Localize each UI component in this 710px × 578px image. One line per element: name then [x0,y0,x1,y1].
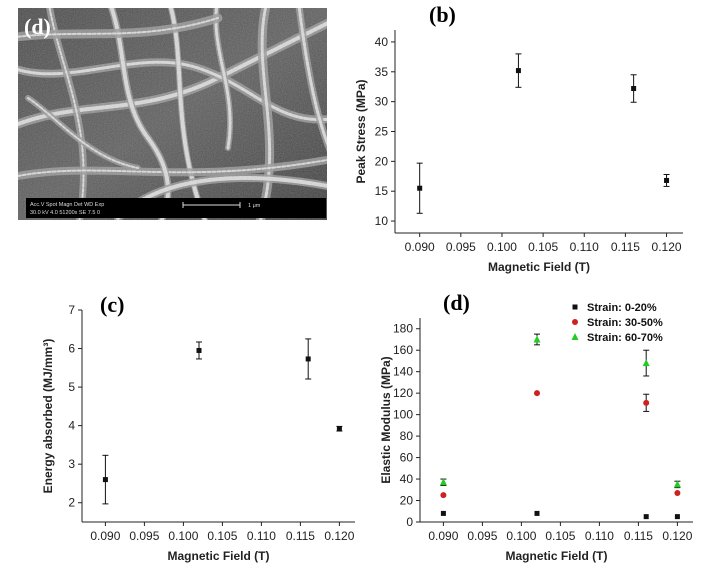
legend-marker [571,333,579,340]
y-tick-label: 5 [68,380,75,394]
data-point [439,478,447,486]
x-tick-label: 0.115 [286,529,315,543]
x-tick-label: 0.090 [405,240,435,254]
y-tick-label: 25 [375,125,389,139]
y-tick-label: 15 [375,184,389,198]
x-tick-label: 0.110 [247,529,276,543]
y-tick-label: 0 [406,515,413,529]
data-point [533,335,541,343]
sem-image: (d) Acc.V Spot Magn Det WD Exp 30.0 kV 4… [3,0,343,233]
y-axis-label: Elastic Modulus (MPa) [379,356,393,483]
sem-info-values: 30.0 kV 4.0 51200x SE 7.5 0 [30,210,100,216]
y-tick-label: 40 [400,472,414,486]
y-tick-label: 80 [400,429,414,443]
data-point [440,492,447,499]
elastic-modulus-chart: 0.090 0.095 0.100 0.105 0.110 0.115 0.120 0 20 40… [379,290,693,563]
data-point [643,399,650,406]
data-point [515,68,521,74]
series-0 [440,510,680,520]
y-tick-label: 20 [375,154,389,168]
x-axis-label: Magnetic Field (T) [488,260,590,274]
y-tick-label: 35 [375,65,389,79]
x-tick-label: 0.090 [428,529,458,543]
y-tick-label: 10 [375,214,389,228]
data-point [643,514,649,520]
x-tick-label: 0.100 [168,529,198,543]
y-tick-label: 30 [375,95,389,109]
x-tick-label: 0.105 [545,529,575,543]
data-point [305,356,311,362]
x-tick-label: 0.095 [446,240,476,254]
x-tick-label: 0.115 [611,240,640,254]
data-point [674,490,681,497]
x-tick-label: 0.115 [624,529,653,543]
y-tick-label: 3 [68,457,75,471]
x-tick-label: 0.095 [129,529,159,543]
y-axis-label: Peak Stress (MPa) [354,79,368,183]
peak-stress-chart: 0.090 0.095 0.100 0.105 0.110 0.115 0.120 10 15 2… [354,2,683,274]
sem-panel-label: (d) [24,14,51,39]
data-point [534,390,540,397]
y-tick-label: 120 [393,386,413,400]
energy-absorbed-chart: 0.090 0.095 0.100 0.105 0.110 0.115 0.120 2 3 4 5 6… [41,292,355,563]
data-point [534,510,540,516]
legend-entry: Strain: 0-20% [587,302,657,314]
data-point [674,514,680,520]
legend-entry: Strain: 30-50% [587,317,663,329]
panel-label: (c) [100,292,124,317]
x-axis-label: Magnetic Field (T) [168,549,270,563]
chart-panel-b: 0.090 0.095 0.100 0.105 0.110 0.115 0.120 10 15 2… [345,0,710,280]
legend-marker [572,319,578,325]
sem-info-headers: Acc.V Spot Magn Det WD Exp [30,202,104,208]
y-tick-label: 6 [68,342,75,356]
x-tick-label: 0.110 [585,529,614,543]
y-tick-label: 60 [400,451,414,465]
x-tick-label: 0.100 [487,240,517,254]
sem-scale-label: 1 μm [248,203,261,209]
data-point [196,347,202,353]
series-2 [439,333,681,489]
data-point [440,510,446,516]
x-tick-label: 0.120 [652,240,682,254]
legend-entry: Strain: 60-70% [587,332,663,344]
data-point [336,426,342,432]
y-tick-label: 20 [400,494,414,508]
sem-info-bar [26,198,326,218]
x-tick-label: 0.090 [90,529,120,543]
y-tick-label: 160 [393,343,413,357]
sem-micrograph: (d) Acc.V Spot Magn Det WD Exp 30.0 kV 4… [3,0,343,233]
data-point [102,477,108,483]
y-tick-label: 140 [393,365,413,379]
series-1 [440,390,681,499]
x-tick-label: 0.110 [570,240,599,254]
series-0 [102,338,343,505]
x-tick-label: 0.095 [467,529,497,543]
chart-panel-c: 0.090 0.095 0.100 0.105 0.110 0.115 0.120 2 3 4 5 6… [35,288,360,573]
data-point [642,359,650,367]
panel-label: (b) [429,2,456,27]
data-point [664,177,670,183]
x-tick-label: 0.105 [528,240,558,254]
x-tick-label: 0.100 [506,529,536,543]
y-tick-label: 40 [375,35,389,49]
series-0 [416,53,670,214]
data-point [417,185,423,191]
data-point [673,480,681,488]
legend-marker [572,304,578,310]
x-tick-label: 0.120 [662,529,692,543]
y-tick-label: 2 [68,496,75,510]
panel-label: (d) [443,290,470,315]
x-tick-label: 0.105 [207,529,237,543]
chart-panel-d: 0.090 0.095 0.100 0.105 0.110 0.115 0.120 0 20 40… [355,288,710,573]
x-axis-label: Magnetic Field (T) [506,549,608,563]
y-tick-label: 100 [393,408,413,422]
y-tick-label: 7 [68,303,75,317]
y-tick-label: 4 [68,419,75,433]
y-tick-label: 180 [393,322,413,336]
x-tick-label: 0.120 [324,529,354,543]
data-point [631,86,637,92]
y-axis-label: Energy absorbed (MJ/mm³) [41,339,55,494]
